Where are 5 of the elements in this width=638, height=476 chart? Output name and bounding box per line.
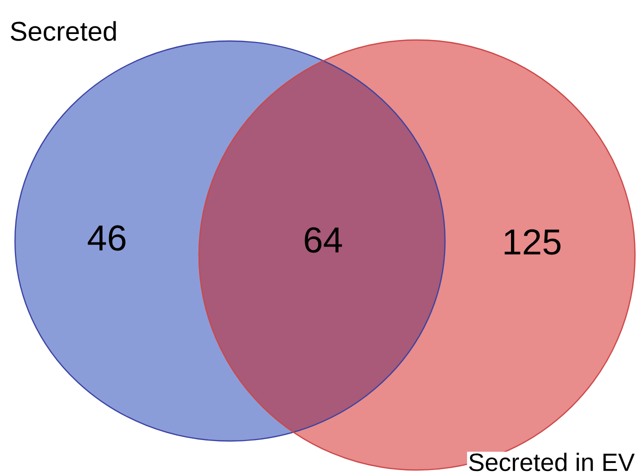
data-label: 125 — [504, 229, 561, 255]
text: Secreted — [10, 21, 116, 41]
text: Secreted in EV — [469, 452, 635, 472]
data-label: 46 — [88, 225, 126, 251]
data-label: 64 — [304, 227, 342, 253]
